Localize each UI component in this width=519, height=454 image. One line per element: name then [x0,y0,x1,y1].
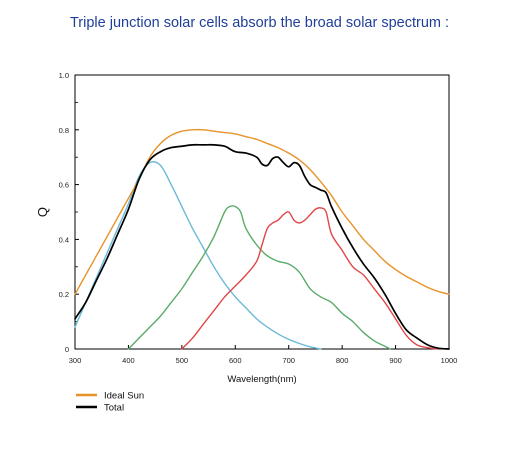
series-line-top-cell [74,161,322,350]
series-line-bottom-cell [181,207,440,350]
x-tick-label: 500 [176,356,189,365]
x-tick-label: 600 [229,356,242,365]
y-axis-label: Q [35,207,50,217]
series-line-ideal-sun [74,128,450,295]
x-tick-label: 300 [69,356,82,365]
series-line-middle-cell [127,205,391,350]
y-tick-label: 0.2 [59,290,69,299]
y-tick-label: 0.8 [59,126,69,135]
x-tick-label: 700 [282,356,295,365]
legend-label-total: Total [104,403,124,414]
page-title: Triple junction solar cells absorb the b… [69,15,450,31]
legend-label-ideal-sun: Ideal Sun [104,391,144,402]
series-lines [74,128,450,350]
y-tick-label: 1.0 [59,71,69,80]
y-tick-label: 0.4 [59,235,69,244]
x-tick-label: 900 [389,356,402,365]
y-tick-label: 0.6 [59,181,69,190]
series-line-total [74,143,450,350]
x-tick-label: 800 [336,356,349,365]
x-axis-label: Wavelength(nm) [227,374,296,385]
y-tick-label: 0 [65,345,69,354]
x-tick-label: 1000 [441,356,458,365]
x-tick-label: 400 [122,356,135,365]
